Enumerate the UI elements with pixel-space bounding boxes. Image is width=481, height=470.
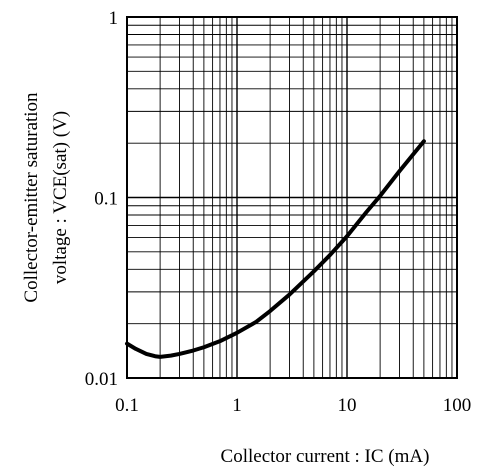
x-tick-label: 10 <box>338 395 357 416</box>
x-tick-label: 1 <box>232 395 242 416</box>
series-layer <box>125 139 426 359</box>
x-tick-label: 100 <box>443 395 472 416</box>
x-tick-label: 0.1 <box>115 395 139 416</box>
x-axis-title: Collector current : IC (mA) <box>221 446 430 467</box>
grid <box>127 17 457 378</box>
tick-labels: 0.1 1 10 100 0.01 0.1 1 <box>85 8 472 416</box>
y-tick-label: 0.1 <box>94 189 118 210</box>
plot-frame <box>126 16 458 379</box>
y-axis-title: Collector-emitter saturation voltage : V… <box>21 92 71 303</box>
y-axis-title-line-1: Collector-emitter saturation <box>21 92 42 303</box>
y-axis-title-line-2: voltage : VCE(sat) (V) <box>50 111 71 284</box>
y-tick-label: 1 <box>109 8 119 29</box>
y-tick-label: 0.01 <box>85 369 118 390</box>
series-line-0 <box>125 139 426 359</box>
